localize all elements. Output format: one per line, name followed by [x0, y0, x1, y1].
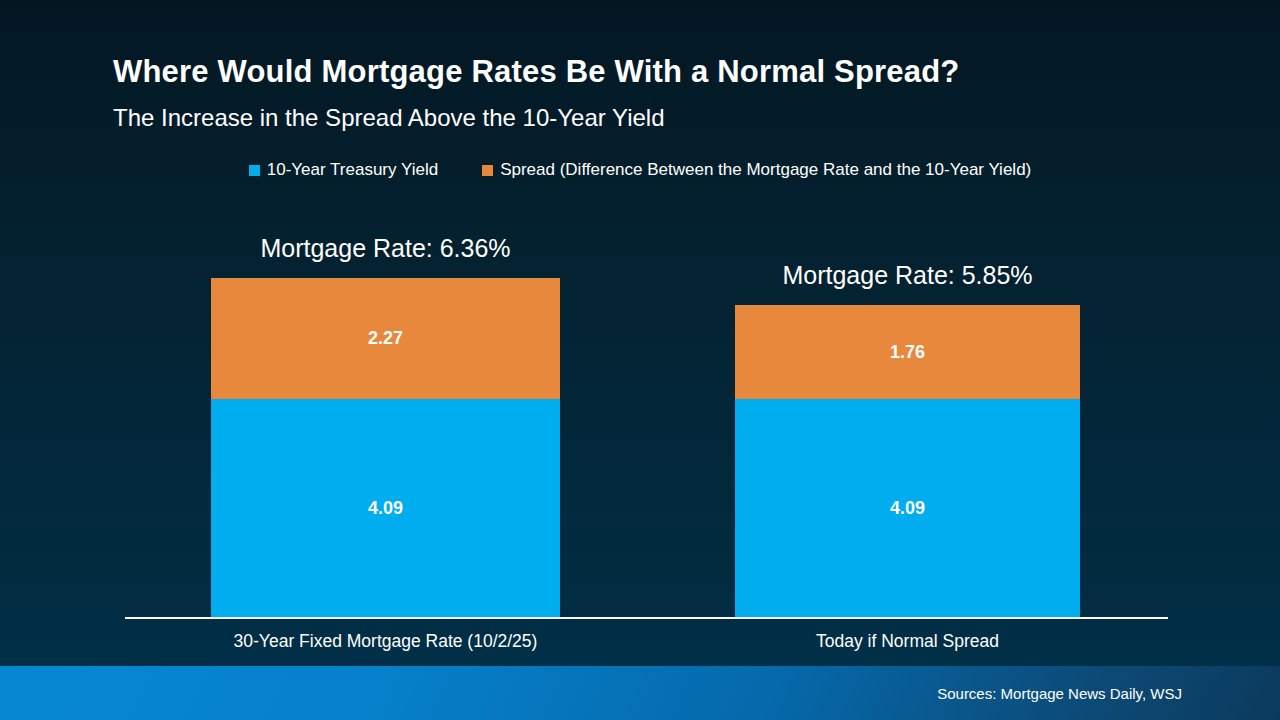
bar-segment-spread: 1.76: [735, 305, 1080, 399]
category-label: 30-Year Fixed Mortgage Rate (10/2/25): [211, 631, 560, 652]
x-axis-line: [125, 617, 1168, 619]
segment-value-label: 1.76: [890, 342, 925, 363]
stacked-bar-chart: Mortgage Rate: 6.36% 2.27 4.09 30-Year Fixe…: [0, 0, 1280, 720]
category-label: Today if Normal Spread: [735, 631, 1080, 652]
mortgage-rate-annotation: Mortgage Rate: 5.85%: [735, 260, 1080, 290]
slide: Where Would Mortgage Rates Be With a Nor…: [0, 0, 1280, 720]
mortgage-rate-annotation: Mortgage Rate: 6.36%: [211, 233, 560, 263]
bar-segment-spread: 2.27: [211, 278, 560, 399]
bar-segment-treasury-yield: 4.09: [735, 399, 1080, 618]
segment-value-label: 4.09: [368, 498, 403, 519]
segment-value-label: 4.09: [890, 498, 925, 519]
bar-segment-treasury-yield: 4.09: [211, 399, 560, 618]
segment-value-label: 2.27: [368, 328, 403, 349]
footer-bar: Sources: Mortgage News Daily, WSJ: [0, 666, 1280, 720]
sources-text: Sources: Mortgage News Daily, WSJ: [937, 685, 1182, 702]
